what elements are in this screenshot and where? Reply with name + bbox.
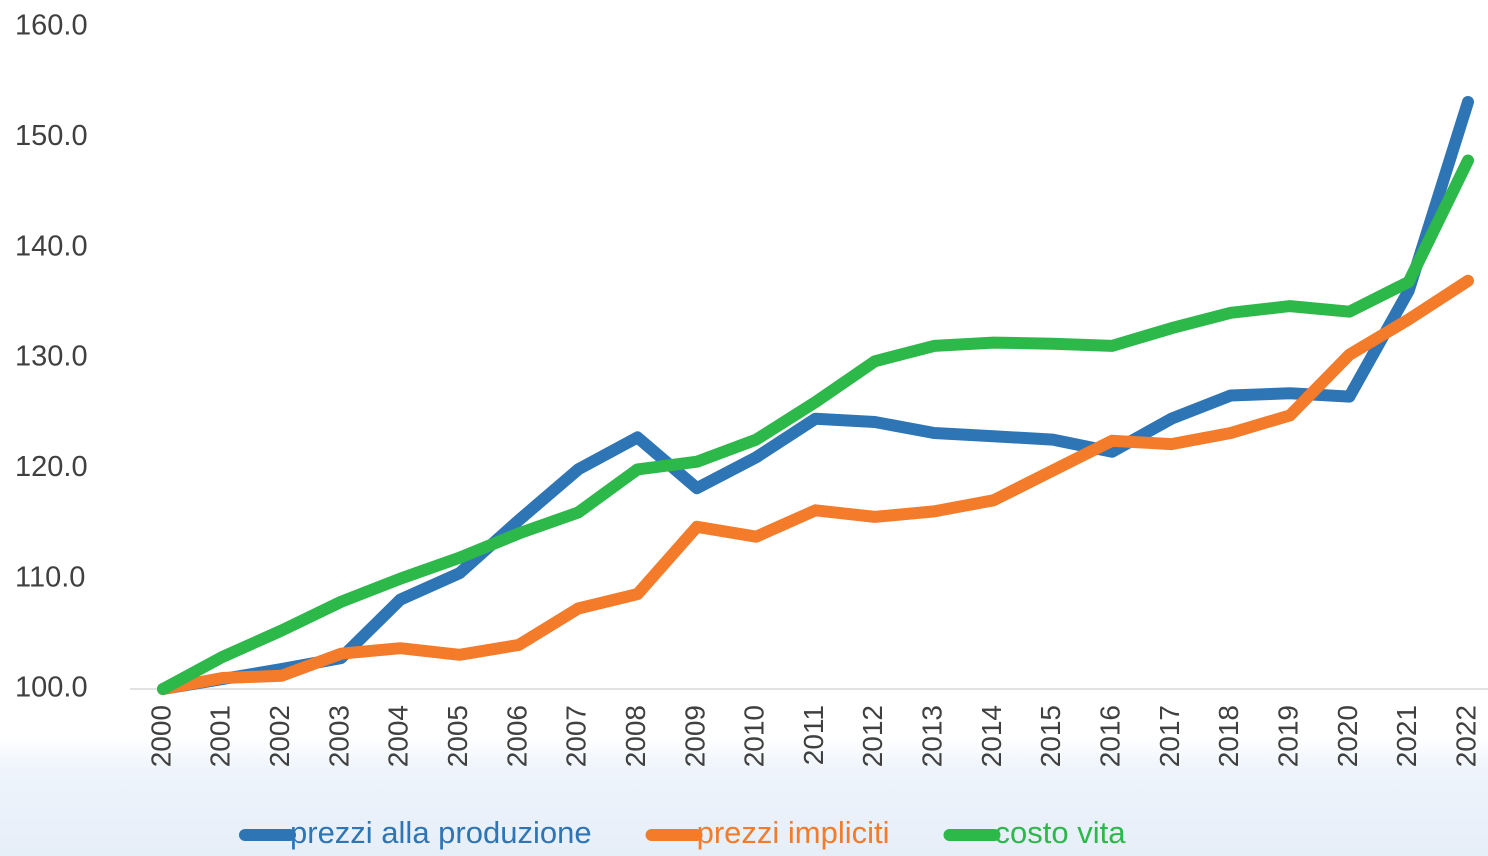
x-tick-label: 2018 — [1213, 705, 1244, 767]
series-line — [157, 96, 1474, 695]
y-tick-label: 100.0 — [15, 672, 88, 704]
y-tick-label: 110.0 — [15, 561, 85, 593]
y-tick-label: 160.0 — [15, 10, 88, 42]
x-tick-label: 2004 — [383, 705, 414, 767]
x-tick-label: 2009 — [679, 705, 710, 767]
x-tick-label: 2002 — [264, 705, 295, 767]
x-tick-label: 2019 — [1272, 705, 1303, 767]
y-tick-label: 140.0 — [15, 230, 88, 262]
y-tick-label: 120.0 — [15, 451, 88, 483]
x-tick-label: 2010 — [739, 705, 770, 767]
x-tick-label: 2006 — [501, 705, 532, 767]
x-tick-label: 2014 — [976, 705, 1007, 767]
x-tick-label: 2016 — [1094, 705, 1125, 767]
x-tick-label: 2005 — [442, 705, 473, 767]
x-tick-label: 2008 — [620, 705, 651, 767]
x-tick-label: 2022 — [1450, 705, 1481, 767]
series-line — [157, 274, 1474, 695]
x-tick-label: 2003 — [323, 705, 354, 767]
y-tick-label: 150.0 — [15, 120, 88, 152]
x-tick-label: 2011 — [798, 705, 829, 765]
legend-label: prezzi impliciti — [697, 815, 890, 850]
x-tick-label: 2007 — [561, 705, 592, 767]
x-tick-label: 2015 — [1035, 705, 1066, 767]
x-tick-label: 2020 — [1332, 705, 1363, 767]
legend-label: costo vita — [995, 815, 1127, 850]
legend-label: prezzi alla produzione — [290, 815, 592, 850]
y-tick-label: 130.0 — [15, 341, 88, 373]
x-tick-label: 2012 — [857, 705, 888, 767]
x-tick-label: 2000 — [145, 705, 176, 767]
series-line — [157, 154, 1474, 695]
x-tick-label: 2001 — [205, 705, 236, 767]
x-tick-label: 2021 — [1391, 705, 1422, 767]
x-tick-label: 2017 — [1154, 705, 1185, 767]
x-tick-label: 2013 — [917, 705, 948, 767]
